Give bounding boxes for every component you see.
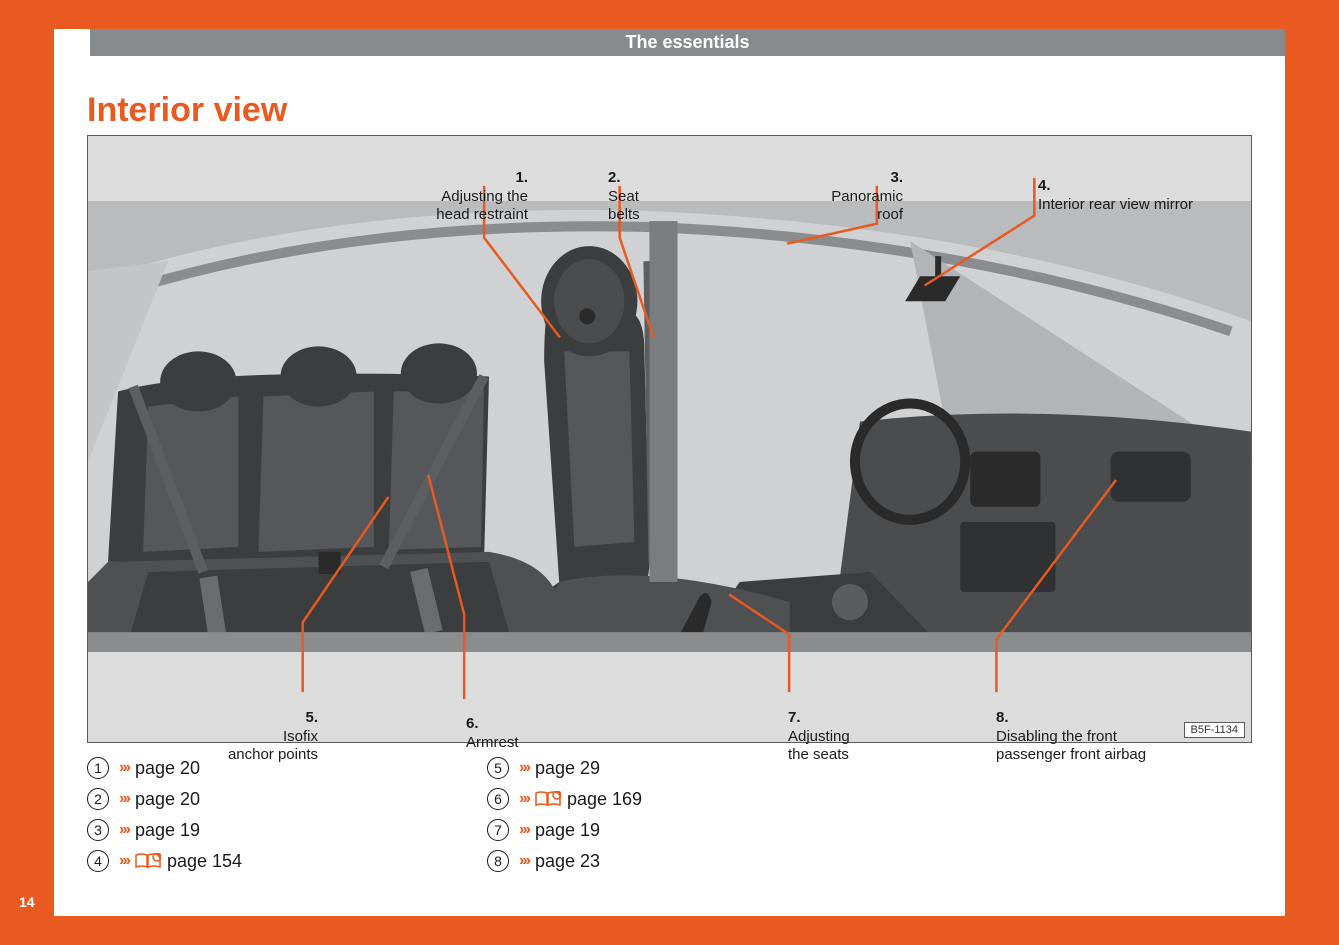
ref-line: 3 ››› page 19 [87, 819, 487, 841]
ref-num: 4 [87, 850, 109, 872]
callout-6-text: Armrest [466, 734, 519, 751]
ref-arrow-icon: ››› [119, 759, 129, 777]
ref-num: 6 [487, 788, 509, 810]
ref-text: page 20 [135, 789, 200, 810]
ref-text: page 29 [535, 758, 600, 779]
ref-arrow-icon: ››› [519, 790, 529, 808]
reference-list: 1 ››› page 20 2 ››› page 20 3 ››› page 1… [87, 757, 1252, 872]
ref-text: page 19 [535, 820, 600, 841]
callout-8: 8. Disabling the front passenger front a… [996, 690, 1196, 765]
callout-3-num: 3. [890, 169, 903, 186]
page-title: Interior view [87, 91, 287, 130]
ref-text: page 19 [135, 820, 200, 841]
book-icon [135, 853, 161, 869]
ref-num: 8 [487, 850, 509, 872]
ref-num: 3 [87, 819, 109, 841]
callout-6: 6. Armrest [466, 696, 586, 752]
ref-line: 8 ››› page 23 [487, 850, 887, 872]
callout-5-num: 5. [305, 709, 318, 726]
interior-diagram: 1. Adjusting the head restraint 2. Seat … [87, 135, 1252, 743]
book-icon [535, 791, 561, 807]
section-header-label: The essentials [625, 32, 749, 53]
leader-lines [88, 136, 1251, 742]
ref-text: page 23 [535, 851, 600, 872]
callout-2-num: 2. [608, 169, 621, 186]
ref-arrow-icon: ››› [119, 852, 129, 870]
ref-col-1: 1 ››› page 20 2 ››› page 20 3 ››› page 1… [87, 757, 487, 872]
ref-num: 7 [487, 819, 509, 841]
callout-2-text: Seat belts [608, 188, 640, 224]
manual-page: The essentials Interior view [54, 29, 1285, 916]
ref-text: page 154 [167, 851, 242, 872]
ref-line: 7 ››› page 19 [487, 819, 887, 841]
callout-7-num: 7. [788, 709, 801, 726]
ref-col-2: 5 ››› page 29 6 ››› page 169 7 ››› page … [487, 757, 887, 872]
callout-4: 4. Interior rear view mirror [1038, 158, 1238, 214]
ref-arrow-icon: ››› [519, 852, 529, 870]
callout-7: 7. Adjusting the seats [788, 690, 908, 765]
ref-line: 1 ››› page 20 [87, 757, 487, 779]
callout-1: 1. Adjusting the head restraint [358, 150, 528, 225]
ref-line: 2 ››› page 20 [87, 788, 487, 810]
ref-arrow-icon: ››› [519, 759, 529, 777]
ref-num: 5 [487, 757, 509, 779]
callout-4-num: 4. [1038, 177, 1051, 194]
callout-1-num: 1. [515, 169, 528, 186]
ref-arrow-icon: ››› [119, 790, 129, 808]
ref-line: 6 ››› page 169 [487, 788, 887, 810]
callout-3-text: Panoramic roof [831, 188, 903, 224]
ref-num: 2 [87, 788, 109, 810]
ref-num: 1 [87, 757, 109, 779]
callout-5: 5. Isofix anchor points [188, 690, 318, 765]
ref-arrow-icon: ››› [519, 821, 529, 839]
callout-8-num: 8. [996, 709, 1009, 726]
figure-id: B5F-1134 [1184, 722, 1246, 738]
ref-text: page 169 [567, 789, 642, 810]
ref-arrow-icon: ››› [119, 821, 129, 839]
ref-text: page 20 [135, 758, 200, 779]
section-header: The essentials [90, 29, 1285, 56]
page-number: 14 [19, 894, 35, 910]
callout-4-text: Interior rear view mirror [1038, 196, 1193, 213]
ref-line: 5 ››› page 29 [487, 757, 887, 779]
callout-2: 2. Seat belts [608, 150, 688, 225]
callout-1-text: Adjusting the head restraint [436, 188, 528, 224]
ref-line: 4 ››› page 154 [87, 850, 487, 872]
callout-6-num: 6. [466, 715, 479, 732]
callout-3: 3. Panoramic roof [773, 150, 903, 225]
